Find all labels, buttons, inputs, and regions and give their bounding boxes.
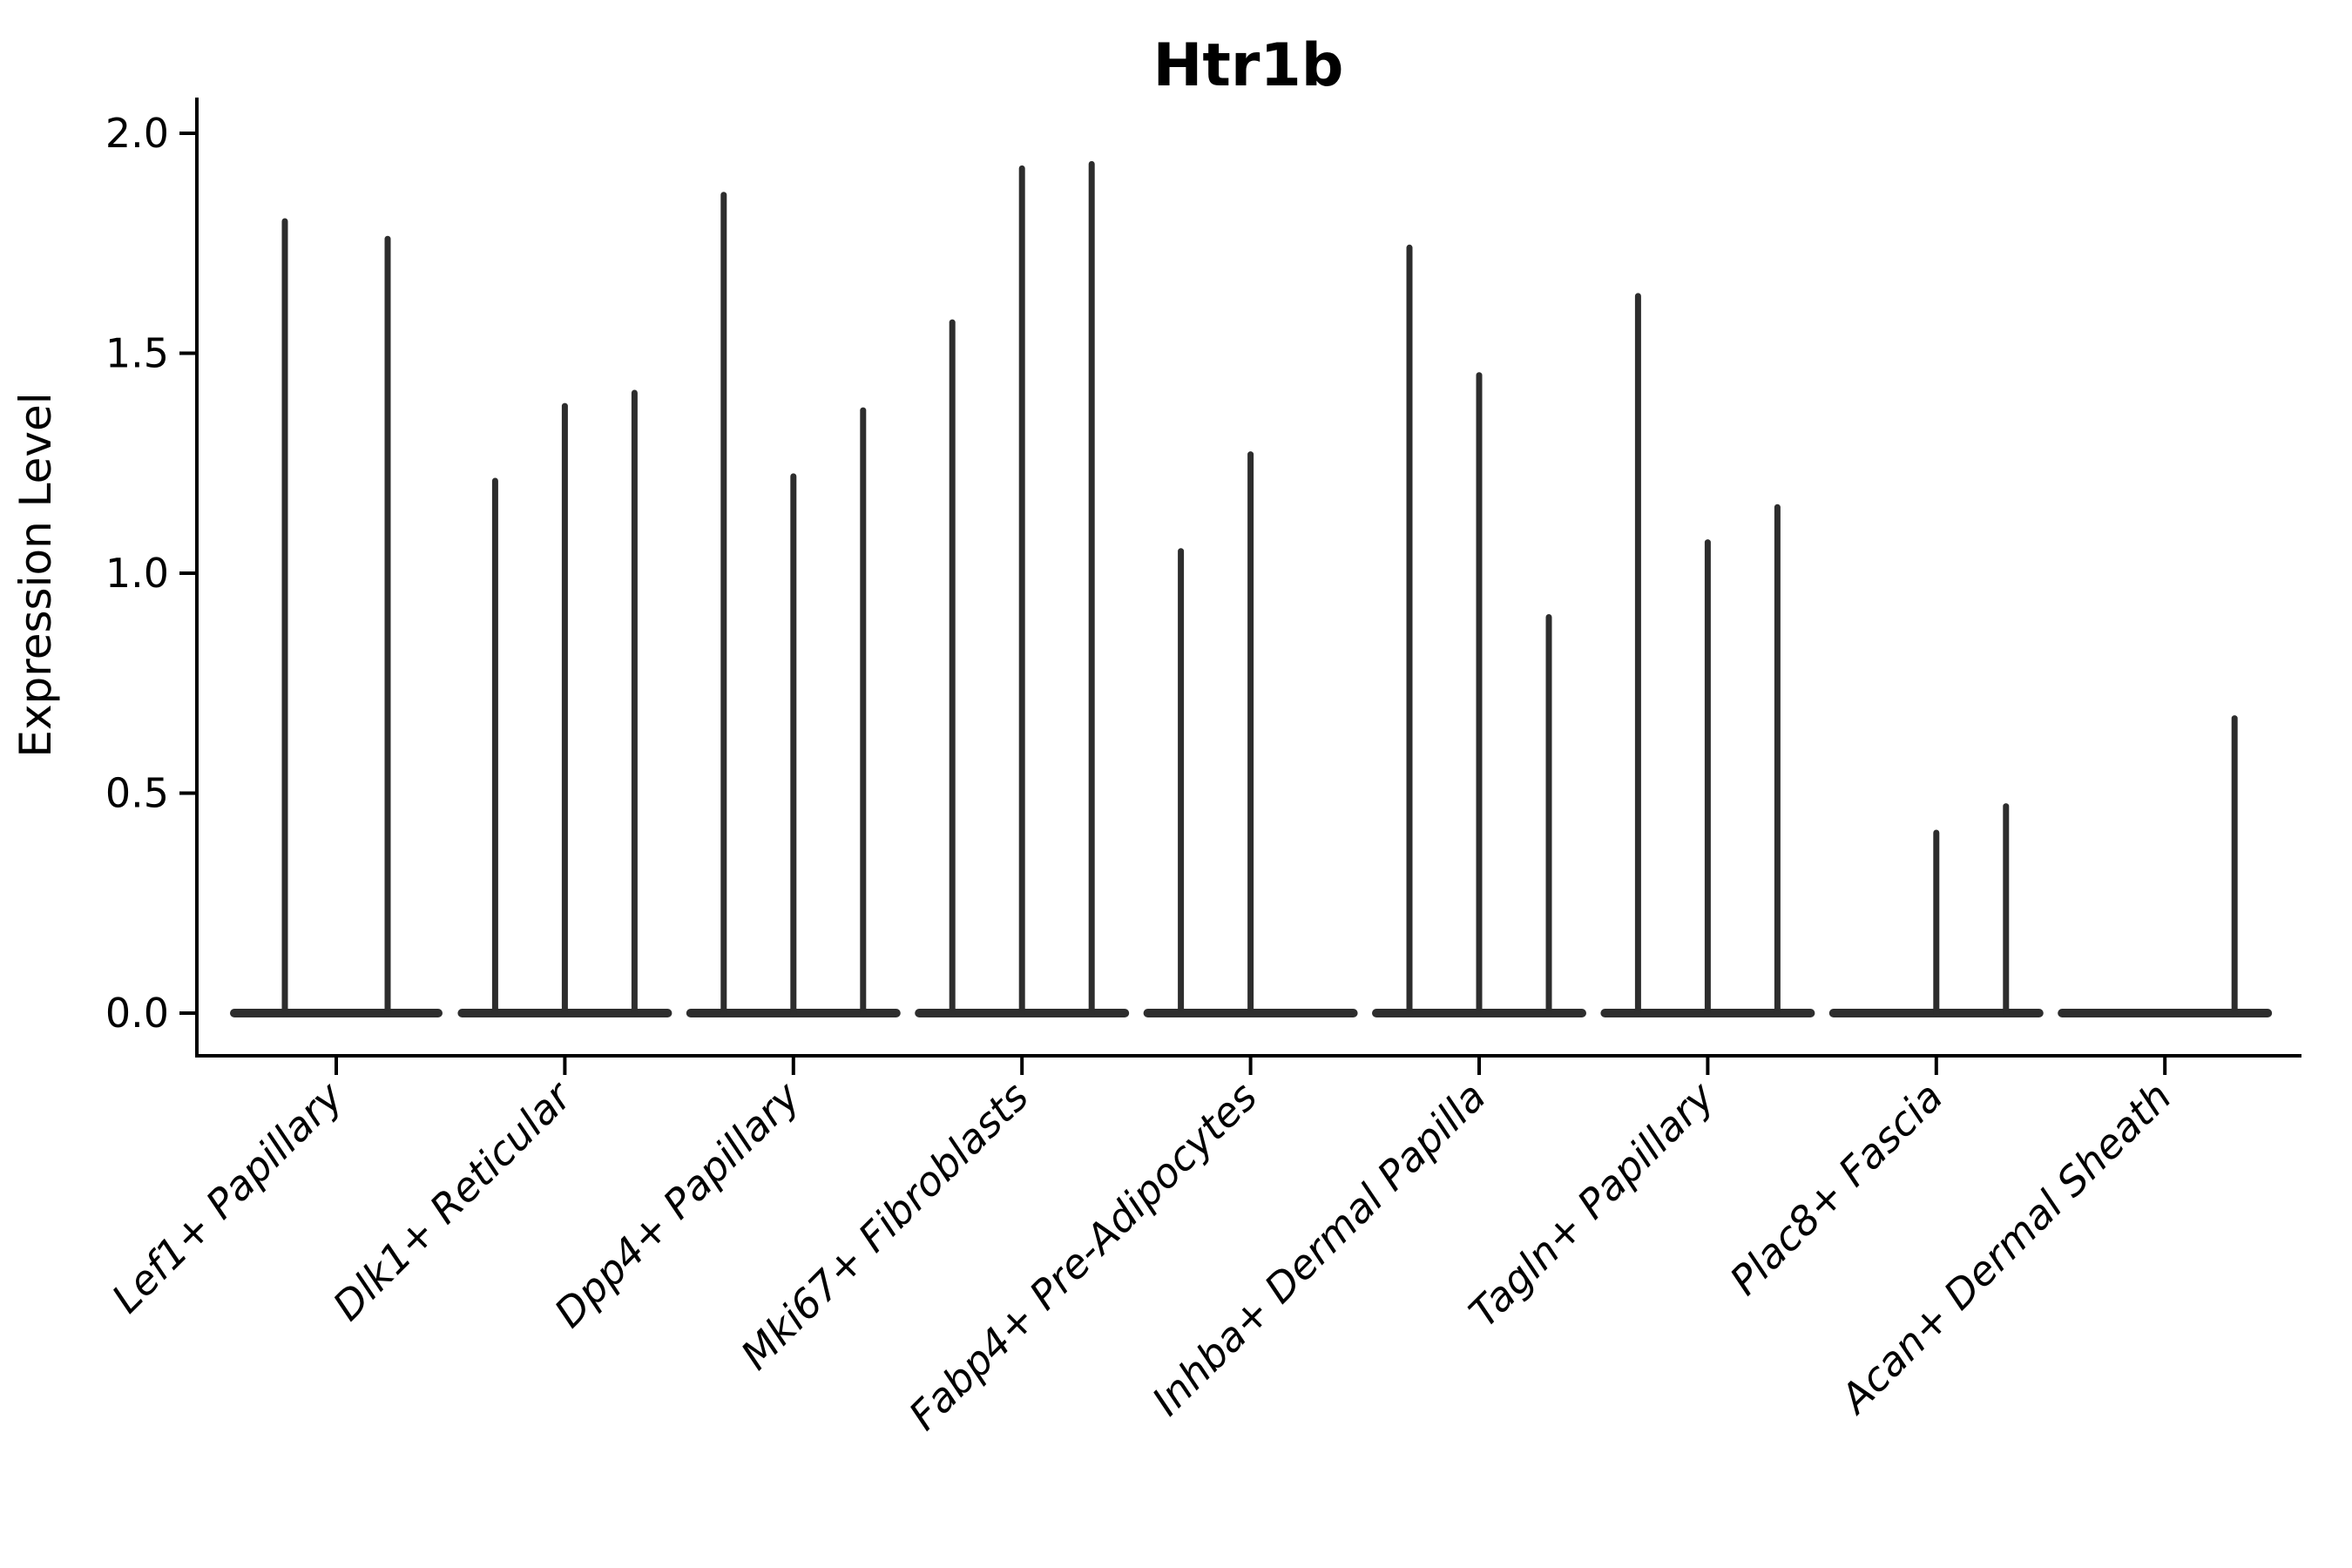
y-tick-label: 1.0: [105, 550, 169, 597]
x-category-label: Tagln+ Papillary: [1460, 1072, 1724, 1336]
chart-title: Htr1b: [1153, 31, 1344, 100]
violin-body-bar: [230, 1009, 443, 1017]
violin-group: [686, 192, 901, 1017]
x-category-label: Dlk1+ Reticular: [324, 1071, 583, 1329]
x-category-label: Plac8+ Fascia: [1720, 1073, 1951, 1304]
x-category-label: Dpp4+ Papillary: [545, 1072, 809, 1336]
violin-body-bar: [2058, 1009, 2273, 1017]
y-tick-label: 2.0: [105, 110, 169, 157]
violin-group: [1372, 244, 1586, 1017]
violin-group: [915, 160, 1130, 1017]
y-axis-label: Expression Level: [10, 392, 61, 757]
violin-group: [1143, 451, 1358, 1017]
y-tick-label: 0.5: [105, 770, 169, 817]
y-tick-label: 1.5: [105, 330, 169, 377]
violin-group: [230, 218, 443, 1017]
x-category-label: Lef1+ Papillary: [103, 1072, 352, 1321]
violin-layer: [230, 160, 2273, 1017]
violin-group: [1828, 803, 2044, 1017]
y-tick-label: 0.0: [105, 990, 169, 1037]
violin-group: [2058, 715, 2273, 1017]
violin-group: [457, 389, 672, 1017]
violin-group: [1600, 293, 1815, 1017]
